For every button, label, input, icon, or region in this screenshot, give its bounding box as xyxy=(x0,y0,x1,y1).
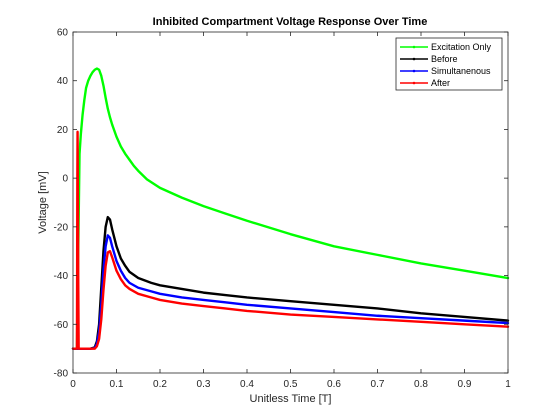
x-tick-label: 0.6 xyxy=(327,379,341,390)
legend-entry-label: Simultanenous xyxy=(431,66,491,76)
legend-marker xyxy=(412,45,416,49)
y-tick-label: -20 xyxy=(54,222,69,233)
x-tick-label: 0.2 xyxy=(153,379,167,390)
x-tick-label: 1 xyxy=(505,379,511,390)
x-tick-label: 0.8 xyxy=(414,379,428,390)
x-tick-label: 0.1 xyxy=(110,379,124,390)
y-tick-label: 0 xyxy=(62,174,68,185)
legend: Excitation Only Before Simultanenous After xyxy=(395,37,503,91)
legend-entry-label: Excitation Only xyxy=(431,42,492,52)
x-tick-label: 0.7 xyxy=(371,379,385,390)
y-tick-label: 60 xyxy=(57,28,69,39)
x-tick-label: 0.3 xyxy=(197,379,211,390)
legend-marker xyxy=(412,81,416,85)
series-group xyxy=(71,67,510,350)
chart-title: Inhibited Compartment Voltage Response O… xyxy=(153,16,428,28)
y-tick-label: 40 xyxy=(57,76,69,87)
y-axis-label: Voltage [mV] xyxy=(37,171,49,233)
series-line-excitation-only xyxy=(71,67,510,350)
y-tick-label: -40 xyxy=(54,271,69,282)
y-tick-label: -60 xyxy=(54,320,69,331)
legend-entry-label: After xyxy=(431,78,450,88)
y-axis: -80 -60 -40 -20 0 20 40 60 xyxy=(54,28,508,380)
y-tick-label: 20 xyxy=(57,125,69,136)
legend-marker xyxy=(412,57,416,61)
x-tick-label: 0.9 xyxy=(458,379,472,390)
x-tick-label: 0 xyxy=(70,379,76,390)
x-tick-label: 0.4 xyxy=(240,379,254,390)
y-tick-label: -80 xyxy=(54,369,69,380)
x-axis-label: Unitless Time [T] xyxy=(250,393,332,405)
legend-marker xyxy=(412,69,416,73)
series-line-after xyxy=(71,130,510,350)
legend-entry-label: Before xyxy=(431,54,458,64)
x-tick-label: 0.5 xyxy=(284,379,298,390)
x-axis: 0 0.1 0.2 0.3 0.4 0.5 0.6 0.7 0.8 0.9 1 xyxy=(70,32,511,390)
